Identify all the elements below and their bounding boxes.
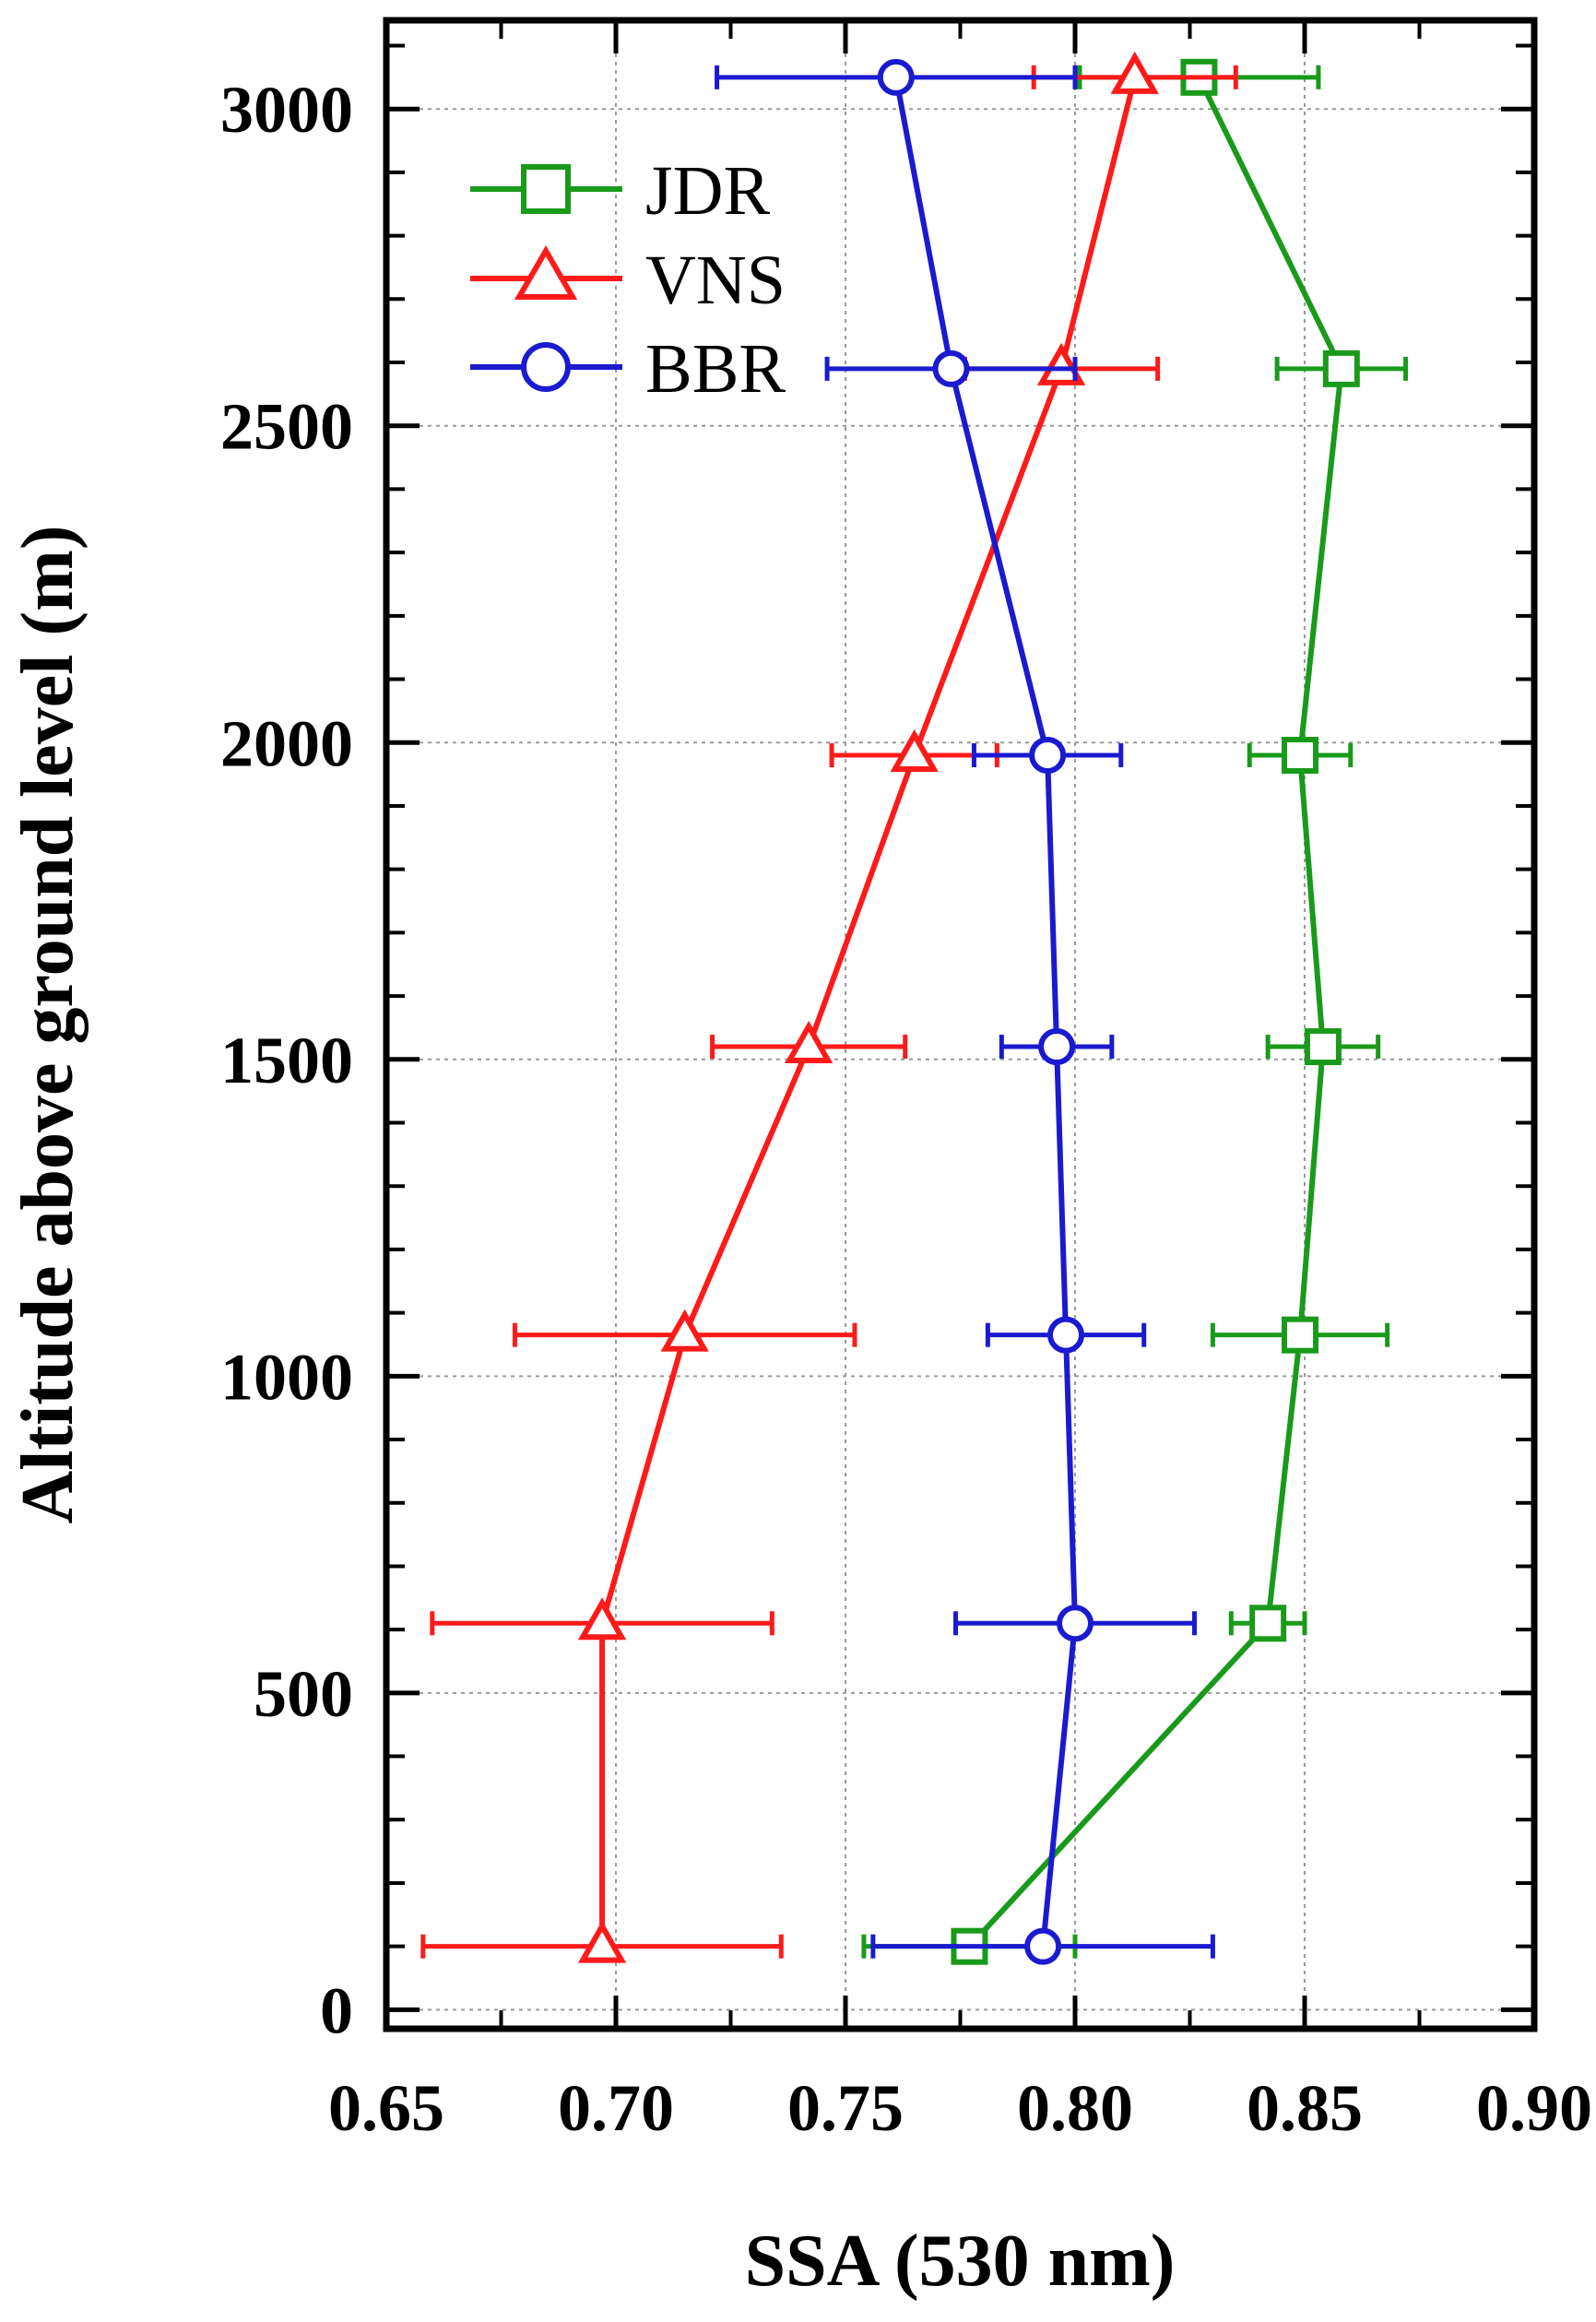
legend-label-jdr: JDR — [645, 152, 770, 230]
plot-frame — [383, 17, 1538, 2032]
legend-marker-jdr — [521, 164, 571, 214]
data-point-vns — [1036, 342, 1086, 385]
x-tick-label: 0.70 — [558, 2071, 674, 2145]
legend-label-vns: VNS — [645, 242, 786, 319]
legend-item-vns: VNS — [470, 242, 786, 319]
legend: JDR VNS BBR — [470, 152, 786, 408]
data-point-jdr — [1304, 1028, 1342, 1066]
data-point-bbr — [1024, 1927, 1062, 1965]
y-tick-label: 500 — [254, 1657, 353, 1731]
legend-item-jdr: JDR — [470, 152, 770, 230]
axis-ticks — [384, 20, 1537, 2029]
series-bbr — [715, 58, 1215, 1965]
data-point-bbr — [877, 58, 915, 96]
tick-labels: 0.65 0.70 0.75 0.80 0.85 0.90 0 500 1000 1500 2000… — [220, 73, 1592, 2145]
data-point-vns — [1110, 51, 1159, 94]
data-point-bbr — [1047, 1316, 1085, 1354]
legend-item-bbr: BBR — [470, 330, 786, 408]
y-tick-label: 0 — [320, 1973, 353, 2047]
data-point-vns — [577, 1597, 627, 1641]
legend-marker-bbr — [521, 342, 571, 392]
y-tick-label: 2000 — [220, 706, 353, 780]
y-tick-label: 2500 — [220, 390, 353, 464]
data-point-vns — [660, 1309, 709, 1352]
y-axis-label: Altitude above ground level (m) — [7, 526, 89, 1524]
legend-marker-vns — [514, 245, 578, 300]
y-tick-label: 3000 — [220, 73, 353, 147]
x-tick-label: 0.90 — [1476, 2071, 1592, 2145]
series-line-bbr — [893, 77, 1078, 1947]
data-point-vns — [890, 729, 939, 772]
x-tick-label: 0.85 — [1247, 2071, 1363, 2145]
legend-label-bbr: BBR — [645, 330, 786, 408]
data-point-jdr — [1249, 1605, 1287, 1642]
y-tick-label: 1500 — [220, 1024, 353, 1097]
data-point-bbr — [1029, 736, 1067, 774]
data-point-vns — [577, 1920, 627, 1963]
data-point-bbr — [932, 349, 970, 387]
data-point-bbr — [1057, 1605, 1094, 1642]
grid — [386, 20, 1534, 2029]
data-point-jdr — [1282, 1316, 1319, 1354]
y-tick-label: 1000 — [220, 1340, 353, 1414]
x-tick-label: 0.80 — [1017, 2071, 1133, 2145]
data-point-jdr — [1282, 736, 1319, 774]
data-point-vns — [785, 1020, 833, 1064]
x-tick-label: 0.75 — [787, 2071, 904, 2145]
series-layer — [420, 51, 1409, 1965]
data-point-jdr — [1322, 349, 1360, 387]
x-tick-label: 0.65 — [328, 2071, 444, 2145]
data-point-bbr — [1038, 1028, 1076, 1066]
x-axis-label: SSA (530 nm) — [745, 2221, 1176, 2302]
